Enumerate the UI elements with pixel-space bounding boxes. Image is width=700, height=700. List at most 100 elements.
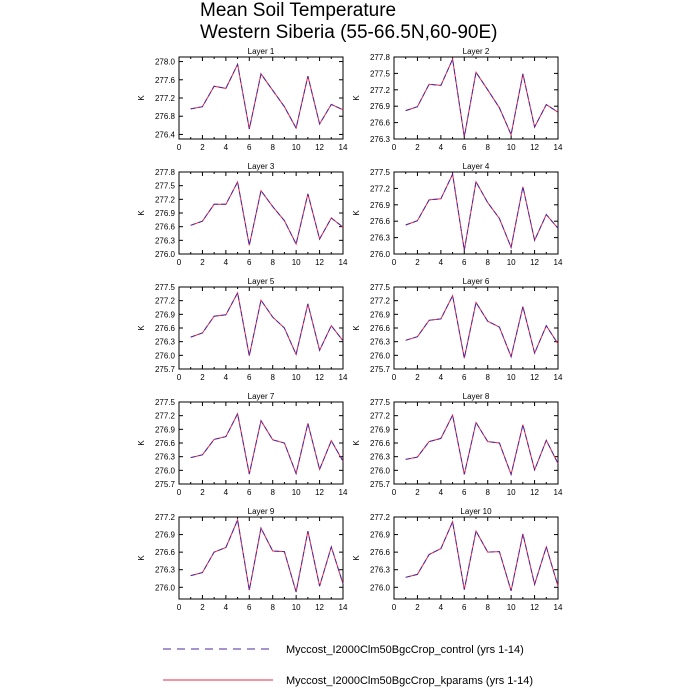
panel-title: Layer 6 [463, 277, 490, 286]
x-tick-label: 6 [462, 143, 467, 152]
y-tick-label: 277.2 [370, 412, 391, 421]
y-tick-label: 276.6 [370, 548, 391, 557]
y-axis-label: K [137, 555, 146, 561]
x-tick-label: 10 [507, 488, 516, 497]
x-tick-label: 12 [530, 603, 539, 612]
x-tick-label: 8 [270, 488, 275, 497]
plot-frame [178, 56, 344, 140]
y-axis-label: K [137, 210, 146, 216]
series-line-kparams [190, 291, 344, 356]
x-tick-label: 6 [462, 488, 467, 497]
x-tick-label: 6 [462, 373, 467, 382]
plot-frame [178, 286, 344, 370]
x-tick-label: 14 [554, 143, 563, 152]
x-tick-label: 4 [224, 143, 229, 152]
y-tick-label: 276.4 [155, 130, 176, 139]
x-tick-label: 4 [439, 143, 444, 152]
x-tick-label: 2 [200, 488, 205, 497]
x-tick-label: 4 [224, 488, 229, 497]
x-tick-label: 10 [292, 488, 301, 497]
x-tick-label: 8 [270, 143, 275, 152]
x-tick-label: 12 [530, 258, 539, 267]
x-tick-label: 8 [485, 373, 490, 382]
series-line-control [190, 180, 344, 246]
y-tick-label: 277.5 [155, 182, 176, 191]
y-tick-label: 277.2 [155, 195, 176, 204]
x-tick-label: 12 [315, 603, 324, 612]
panel-3: Layer 3 K 0 2 4 6 8 10 12 14 276.0 276.3 276.6 276.9 2… [137, 162, 348, 267]
x-tick-label: 8 [270, 258, 275, 267]
panel-title: Layer 3 [248, 162, 275, 171]
y-tick-label: 277.5 [155, 283, 176, 292]
y-tick-label: 277.2 [155, 94, 176, 103]
x-tick-label: 0 [177, 258, 182, 267]
y-tick-label: 277.5 [155, 398, 176, 407]
plot-frame [393, 516, 559, 600]
panel-5: Layer 5 K 0 2 4 6 8 10 12 14 275.7 276.0 276.3 276.6 2… [137, 277, 348, 382]
panel-2: Layer 2 K 0 2 4 6 8 10 12 14 276.3 276.6 276.9 277.2 2… [352, 47, 563, 152]
x-tick-label: 12 [530, 373, 539, 382]
x-tick-label: 6 [247, 373, 252, 382]
plot-frame [393, 56, 559, 140]
x-tick-label: 14 [554, 603, 563, 612]
chart-subtitle: Western Siberia (55-66.5N,60-90E) [200, 22, 498, 43]
series-line-control [405, 57, 559, 137]
panel-4: Layer 4 K 0 2 4 6 8 10 12 14 276.0 276.3 276.6 276.9 2… [352, 162, 563, 267]
x-tick-label: 8 [485, 488, 490, 497]
panel-title: Layer 9 [248, 507, 275, 516]
panel-9: Layer 9 K 0 2 4 6 8 10 12 14 276.0 276.3 276.6 276.9 2… [137, 507, 348, 612]
y-tick-label: 276.3 [370, 135, 391, 144]
y-axis-label: K [352, 325, 361, 331]
y-tick-label: 277.2 [370, 297, 391, 306]
y-tick-label: 276.9 [370, 531, 391, 540]
x-tick-label: 12 [315, 373, 324, 382]
y-axis-label: K [352, 440, 361, 446]
panel-1: Layer 1 K 0 2 4 6 8 10 12 14 276.4 276.8 277.2 277.6 2… [137, 47, 348, 152]
y-tick-label: 276.3 [370, 566, 391, 575]
x-tick-label: 2 [200, 143, 205, 152]
y-tick-label: 277.2 [370, 86, 391, 95]
y-tick-label: 276.0 [370, 583, 391, 592]
x-tick-label: 10 [507, 373, 516, 382]
y-tick-label: 276.3 [370, 453, 391, 462]
y-axis-label: K [352, 555, 361, 561]
series-line-control [190, 291, 344, 356]
x-tick-label: 10 [507, 603, 516, 612]
series-line-kparams [190, 62, 344, 130]
y-tick-label: 277.2 [155, 513, 176, 522]
x-tick-label: 8 [485, 143, 490, 152]
y-tick-label: 277.8 [155, 168, 176, 177]
x-tick-label: 2 [200, 603, 205, 612]
y-tick-label: 276.6 [155, 439, 176, 448]
y-tick-label: 276.3 [155, 338, 176, 347]
y-tick-label: 276.6 [370, 217, 391, 226]
x-tick-label: 6 [247, 488, 252, 497]
x-tick-label: 2 [415, 258, 420, 267]
series-line-kparams [190, 412, 344, 476]
panel-title: Layer 2 [463, 47, 490, 56]
x-tick-label: 10 [292, 143, 301, 152]
y-tick-label: 276.0 [155, 466, 176, 475]
series-line-control [405, 172, 559, 251]
y-tick-label: 277.2 [155, 297, 176, 306]
y-tick-label: 275.7 [370, 480, 391, 489]
y-tick-label: 276.6 [155, 223, 176, 232]
y-tick-label: 276.6 [155, 548, 176, 557]
x-tick-label: 14 [339, 603, 348, 612]
y-tick-label: 277.6 [155, 76, 176, 85]
x-tick-label: 10 [292, 603, 301, 612]
y-tick-label: 276.3 [370, 234, 391, 243]
x-tick-label: 6 [462, 603, 467, 612]
y-tick-label: 277.5 [370, 168, 391, 177]
panel-title: Layer 4 [463, 162, 490, 171]
x-tick-label: 0 [177, 373, 182, 382]
x-tick-label: 4 [439, 373, 444, 382]
x-tick-label: 12 [530, 488, 539, 497]
x-tick-label: 10 [292, 373, 301, 382]
y-tick-label: 277.5 [370, 398, 391, 407]
y-tick-label: 276.3 [155, 453, 176, 462]
series-line-kparams [190, 180, 344, 246]
panel-6: Layer 6 K 0 2 4 6 8 10 12 14 275.7 276.0 276.3 276.6 2… [352, 277, 563, 382]
y-tick-label: 275.7 [155, 365, 176, 374]
